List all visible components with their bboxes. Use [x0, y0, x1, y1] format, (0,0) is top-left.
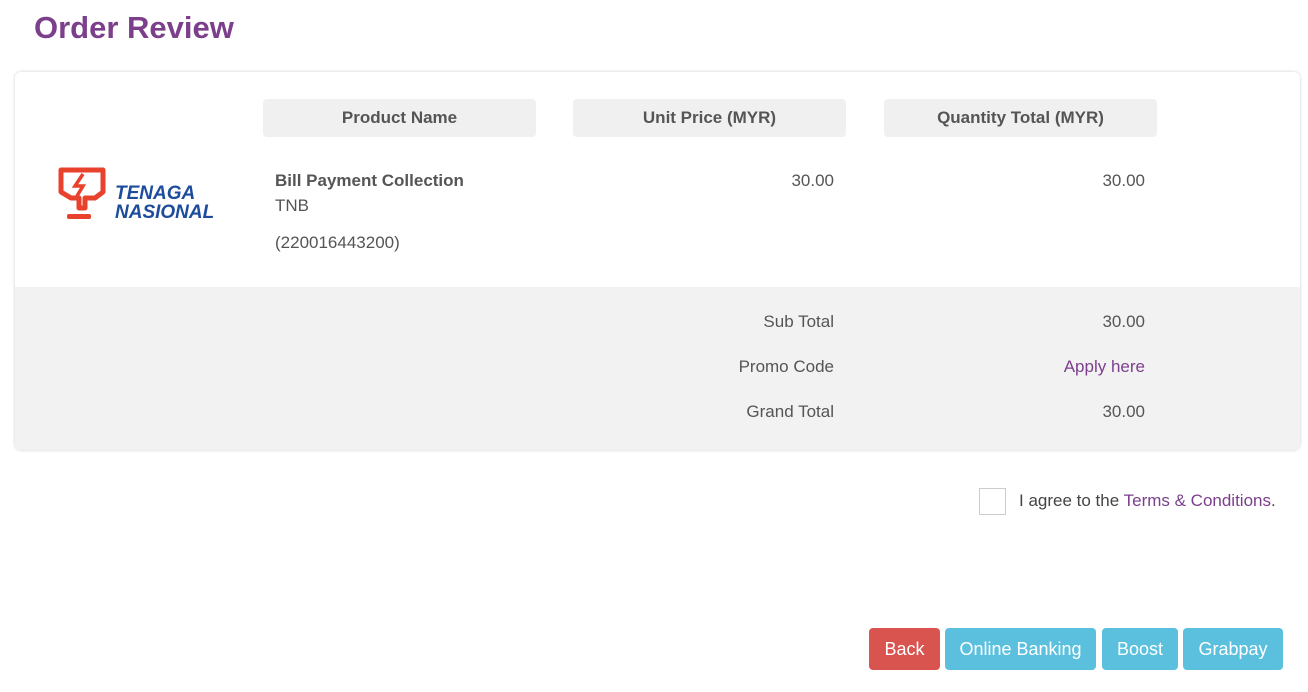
unit-price: 30.00 [791, 171, 834, 190]
grand-total-label: Grand Total [746, 402, 834, 421]
back-button[interactable]: Back [869, 628, 940, 670]
product-account: (220016443200) [275, 233, 400, 252]
tnb-logo: TENAGA NASIONAL [57, 164, 227, 231]
header-product-name: Product Name [263, 99, 536, 137]
online-banking-button[interactable]: Online Banking [945, 628, 1096, 670]
svg-text:NASIONAL: NASIONAL [115, 202, 214, 223]
terms-link[interactable]: Terms & Conditions [1123, 491, 1271, 510]
product-biller: TNB [275, 196, 309, 215]
summary-section: Sub Total 30.00 Promo Code Apply here Gr… [15, 287, 1300, 450]
terms-agreement: I agree to the Terms & Conditions. [1019, 491, 1276, 511]
quantity-total: 30.00 [1102, 171, 1145, 190]
terms-checkbox[interactable] [979, 488, 1006, 515]
page-title: Order Review [34, 10, 234, 45]
header-quantity-total: Quantity Total (MYR) [884, 99, 1157, 137]
grabpay-button[interactable]: Grabpay [1183, 628, 1283, 670]
header-unit-price: Unit Price (MYR) [573, 99, 846, 137]
sub-total-label: Sub Total [763, 312, 834, 331]
boost-button[interactable]: Boost [1102, 628, 1178, 670]
sub-total-value: 30.00 [1102, 312, 1145, 331]
order-card: Product Name Unit Price (MYR) Quantity T… [15, 72, 1300, 450]
product-name: Bill Payment Collection [275, 171, 464, 190]
terms-suffix: . [1271, 491, 1276, 510]
grand-total-value: 30.00 [1102, 402, 1145, 421]
apply-promo-link[interactable]: Apply here [1063, 357, 1145, 376]
promo-code-label: Promo Code [738, 357, 834, 376]
terms-prefix: I agree to the [1019, 491, 1124, 510]
svg-text:TENAGA: TENAGA [115, 183, 195, 204]
